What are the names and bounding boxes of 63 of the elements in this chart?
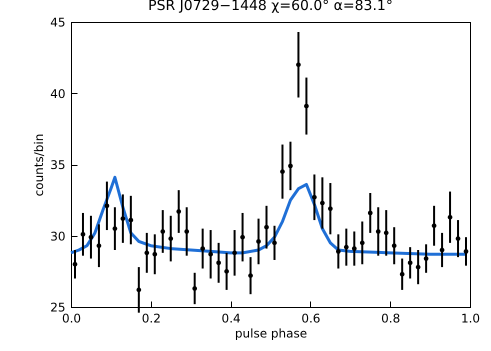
- point: [96, 243, 102, 248]
- point: [208, 252, 213, 257]
- point: [416, 264, 420, 270]
- point: [248, 273, 253, 278]
- x-tick-label: 0.0: [62, 312, 82, 326]
- point: [272, 240, 277, 246]
- point: [360, 240, 365, 246]
- point: [184, 229, 190, 234]
- point: [408, 260, 412, 266]
- x-tick-label: 0.4: [222, 312, 241, 326]
- x-tick-label: 0.6: [301, 312, 320, 326]
- point: [432, 223, 436, 228]
- point: [264, 224, 269, 230]
- point: [112, 226, 118, 231]
- y-tick-label: 25: [50, 300, 66, 314]
- y-tick-label: 35: [50, 158, 66, 172]
- y-tick-label: 30: [50, 229, 66, 244]
- point: [256, 239, 261, 244]
- x-axis-title: pulse phase: [234, 326, 308, 340]
- point: [240, 234, 245, 240]
- point: [80, 232, 86, 237]
- point: [336, 249, 341, 254]
- point: [72, 262, 78, 267]
- point: [288, 164, 293, 168]
- x-tick-label: 0.8: [381, 312, 400, 326]
- point: [168, 236, 174, 241]
- point: [320, 200, 325, 206]
- y-tick-label: 45: [50, 16, 66, 30]
- point: [280, 169, 285, 174]
- point: [384, 230, 389, 236]
- x-tick-label: 0.2: [142, 312, 161, 326]
- x-tick-label: 1.0: [460, 312, 480, 326]
- point: [440, 248, 444, 252]
- point: [352, 246, 357, 251]
- point: [120, 216, 126, 221]
- point: [232, 250, 237, 256]
- point: [128, 218, 134, 222]
- point: [104, 203, 110, 208]
- point: [224, 269, 229, 274]
- point: [192, 286, 198, 291]
- point: [296, 62, 301, 68]
- point: [200, 246, 206, 251]
- y-tick-label: 40: [50, 86, 66, 101]
- point: [424, 256, 428, 261]
- point: [152, 252, 158, 257]
- point: [456, 236, 460, 241]
- point: [392, 243, 397, 248]
- point: [400, 272, 405, 277]
- point: [176, 209, 182, 214]
- point: [88, 234, 94, 240]
- point: [136, 288, 142, 292]
- point: [344, 244, 349, 250]
- point: [376, 229, 381, 234]
- point: [160, 229, 166, 234]
- point: [304, 104, 309, 108]
- y-axis-title: counts/bin: [32, 134, 46, 196]
- point: [448, 214, 452, 220]
- point: [312, 194, 317, 200]
- point: [368, 210, 373, 216]
- point: [216, 260, 221, 266]
- point: [328, 206, 333, 212]
- point: [144, 250, 150, 256]
- point: [464, 249, 468, 254]
